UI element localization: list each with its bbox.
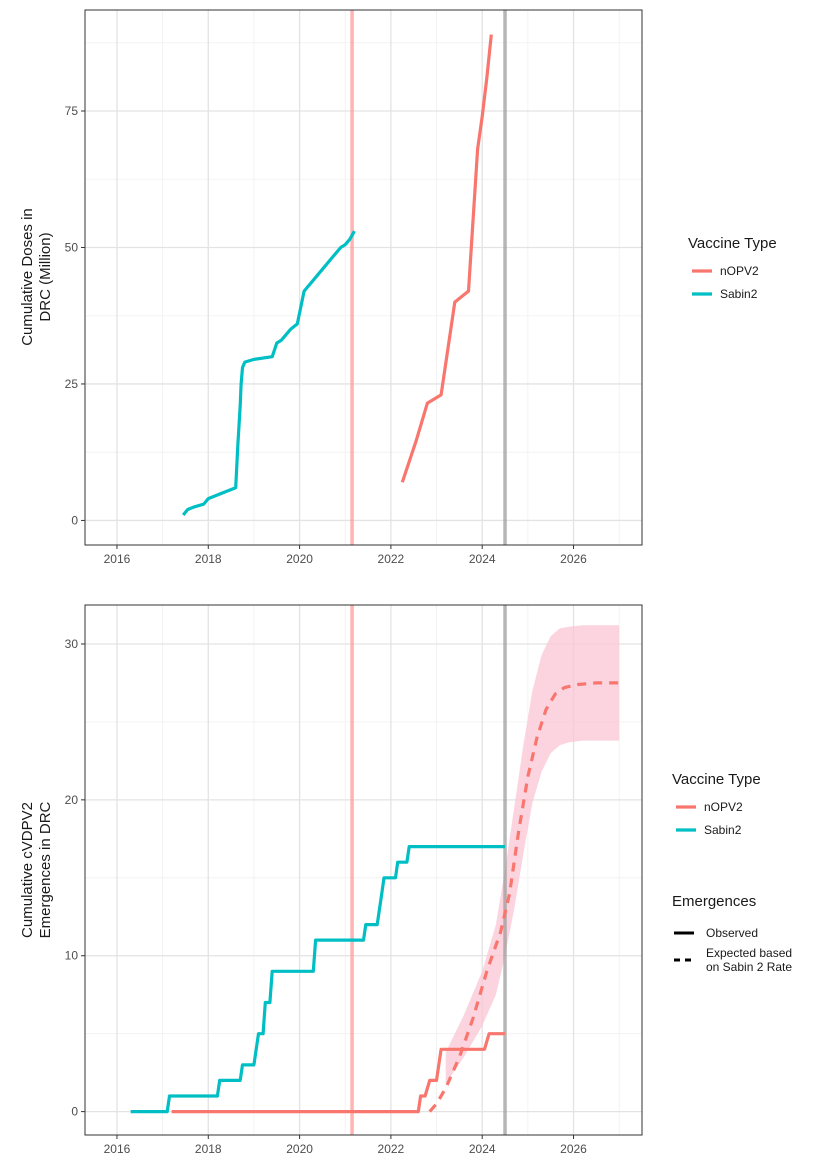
x-tick-label: 2020 bbox=[286, 552, 313, 566]
legend-emergences: Emergences Observed Expected based on Sabin… bbox=[672, 893, 792, 974]
legend-vaccine-type-top: Vaccine Type nOPV2 Sabin2 bbox=[688, 235, 777, 301]
y-axis-title-line: Cumulative cVDPV2 bbox=[19, 802, 36, 938]
legend-label: nOPV2 bbox=[720, 264, 759, 278]
x-tick-label: 2022 bbox=[378, 552, 405, 566]
legend-label: Observed bbox=[706, 926, 758, 940]
x-tick-label: 2022 bbox=[378, 1142, 405, 1156]
legend-title: Emergences bbox=[672, 893, 756, 910]
legend-label: nOPV2 bbox=[704, 800, 743, 814]
y-axis-title: Cumulative cVDPV2Emergences in DRC bbox=[19, 801, 54, 938]
series-line-sabin2 bbox=[130, 845, 505, 1114]
y-axis-title: Cumulative Doses inDRC (Million) bbox=[19, 208, 54, 346]
y-axis-title-line: DRC (Million) bbox=[37, 232, 54, 321]
legend-label-line: on Sabin 2 Rate bbox=[706, 960, 792, 974]
x-tick-label: 2016 bbox=[104, 1142, 131, 1156]
x-tick-label: 2026 bbox=[560, 552, 587, 566]
y-tick-label: 20 bbox=[65, 793, 79, 807]
legend-label: Sabin2 bbox=[704, 823, 742, 837]
legend-title: Vaccine Type bbox=[672, 771, 761, 788]
legend-label-line: Expected based bbox=[706, 946, 792, 960]
series-line-sabin2 bbox=[181, 230, 356, 517]
series-line-expected-based-on-sabin-2-rate bbox=[428, 681, 620, 1113]
panel-background bbox=[85, 10, 642, 545]
panel-border bbox=[84, 604, 643, 1136]
legend-label-line: Observed bbox=[706, 926, 758, 940]
legend-vaccine-type-bottom: Vaccine Type nOPV2 Sabin2 bbox=[672, 771, 761, 837]
series-line-nopv2 bbox=[171, 1032, 505, 1114]
y-axis-title-line: Cumulative Doses in bbox=[19, 208, 36, 346]
panel-border bbox=[84, 9, 643, 546]
x-tick-label: 2026 bbox=[560, 1142, 587, 1156]
emergences-panel: 2016 2018 2020 2022 2024 2026 0 10 20 30 Cumulativ… bbox=[19, 604, 643, 1156]
y-tick-label: 30 bbox=[65, 637, 79, 651]
x-tick-label: 2024 bbox=[469, 1142, 496, 1156]
x-tick-label: 2024 bbox=[469, 552, 496, 566]
series-line-nopv2 bbox=[400, 34, 493, 483]
x-tick-label: 2018 bbox=[195, 1142, 222, 1156]
y-tick-label: 10 bbox=[65, 949, 79, 963]
y-tick-label: 0 bbox=[71, 1105, 78, 1119]
y-tick-label: 50 bbox=[65, 240, 79, 254]
legend-label: Expected based on Sabin 2 Rate bbox=[706, 946, 792, 974]
legends: Vaccine Type nOPV2 Sabin2 Vaccine Type nOPV2… bbox=[672, 235, 792, 974]
expected-ribbon bbox=[445, 625, 620, 1084]
doses-panel: 2016 2018 2020 2022 2024 2026 0 25 50 75 Cumulativ… bbox=[19, 9, 643, 566]
y-axis-title-line: Emergences in DRC bbox=[37, 801, 54, 938]
x-tick-label: 2018 bbox=[195, 552, 222, 566]
y-tick-label: 75 bbox=[65, 104, 79, 118]
legend-label: Sabin2 bbox=[720, 287, 758, 301]
y-tick-label: 0 bbox=[71, 513, 78, 527]
x-tick-label: 2016 bbox=[104, 552, 131, 566]
x-tick-label: 2020 bbox=[286, 1142, 313, 1156]
y-tick-label: 25 bbox=[65, 377, 79, 391]
legend-title: Vaccine Type bbox=[688, 235, 777, 252]
